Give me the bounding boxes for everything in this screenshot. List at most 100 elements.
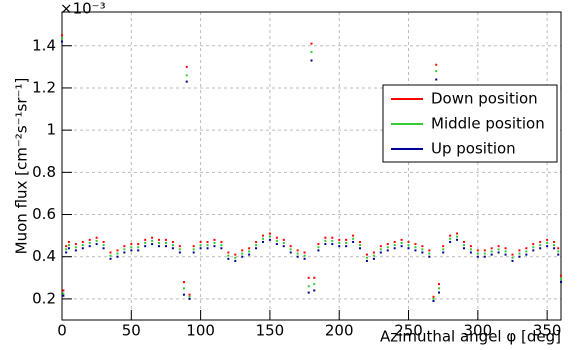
y-tick-label: 1.2 [32,78,56,96]
point [234,256,237,259]
point [365,256,368,259]
point [462,244,465,247]
point [483,252,486,255]
point [227,254,230,257]
point [449,237,452,240]
point [109,251,112,254]
point [476,249,479,252]
point [61,40,63,43]
point [313,283,316,286]
point [102,247,105,250]
point [227,257,230,260]
point [95,243,98,246]
point [188,293,191,296]
point [372,251,375,254]
point [532,243,535,246]
point [324,243,327,246]
point [386,243,389,246]
point [130,249,133,252]
point [206,247,209,250]
point [428,255,431,258]
point [151,239,154,242]
point [449,240,452,243]
point [310,42,313,45]
point [220,247,223,250]
point [553,240,556,243]
point [158,238,161,241]
point [116,249,119,252]
point [192,245,195,248]
point [525,253,528,256]
point [438,283,441,286]
point [407,244,410,247]
point [438,287,441,290]
point [345,245,348,248]
point [518,255,521,258]
x-tick-label: 100 [186,322,215,340]
point [525,250,528,253]
point [313,289,316,292]
point [81,240,84,243]
point [539,244,542,247]
point [248,250,251,253]
y-tick-label: 1 [46,121,56,139]
y-tick-label: 1.4 [32,36,56,54]
point [497,245,500,248]
point [345,238,348,241]
point [504,250,507,253]
point [67,240,70,243]
point [144,245,147,248]
point [553,247,556,250]
point [511,256,514,259]
legend-label: Middle position [431,115,545,133]
point [192,251,195,254]
legend-label: Up position [431,140,516,158]
point [435,78,438,81]
point [490,250,493,253]
point [456,232,459,235]
point [95,239,98,242]
point [164,242,167,244]
point [310,51,313,54]
point [206,244,209,247]
point [504,247,507,250]
point [178,248,181,251]
point [261,234,264,237]
point [324,239,327,242]
point [421,245,424,248]
point [469,251,472,254]
point [379,251,382,254]
point [171,244,174,247]
point [248,247,251,250]
point [213,238,216,241]
point [88,245,91,248]
point [213,245,216,248]
point [151,236,154,239]
x-tick-label: 200 [325,322,354,340]
point [393,244,396,247]
point [560,274,562,277]
x-tick-label: 150 [256,322,285,340]
x-axis-title: Azimuthal angel φ [deg] [380,328,561,346]
point [62,289,65,292]
point [386,249,389,252]
point [95,236,98,239]
point [303,257,306,260]
point [476,255,479,258]
point [303,254,306,257]
point [442,251,445,254]
point [275,239,278,242]
point [400,242,403,244]
point [553,244,556,247]
point [345,242,348,244]
y-multiplier: ×10⁻³ [60,0,106,18]
point [365,259,368,262]
point [432,297,435,300]
point [379,248,382,251]
point [331,239,334,242]
point [317,246,320,249]
point [428,249,431,252]
point [188,297,191,300]
